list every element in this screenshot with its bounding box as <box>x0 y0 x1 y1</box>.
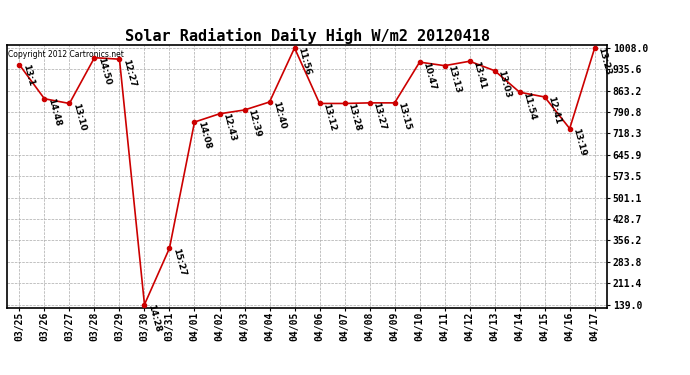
Text: 12:39: 12:39 <box>246 109 262 139</box>
Text: Copyright 2012 Cartronics.net: Copyright 2012 Cartronics.net <box>8 50 124 59</box>
Text: 13:41: 13:41 <box>471 60 487 90</box>
Text: 14:48: 14:48 <box>46 98 62 128</box>
Title: Solar Radiation Daily High W/m2 20120418: Solar Radiation Daily High W/m2 20120418 <box>125 28 489 44</box>
Text: 14:08: 14:08 <box>196 121 212 151</box>
Text: 13:1: 13:1 <box>21 63 35 87</box>
Text: 13:15: 13:15 <box>396 102 412 132</box>
Text: 13:28: 13:28 <box>346 102 362 132</box>
Text: 15:27: 15:27 <box>171 247 187 277</box>
Text: 11:56: 11:56 <box>296 46 312 76</box>
Text: 13:23: 13:23 <box>596 46 612 76</box>
Text: 12:40: 12:40 <box>271 100 287 130</box>
Text: 10:47: 10:47 <box>421 61 437 91</box>
Text: 12:41: 12:41 <box>546 96 562 126</box>
Text: 14:28: 14:28 <box>146 303 162 333</box>
Text: 13:03: 13:03 <box>496 69 512 99</box>
Text: 11:54: 11:54 <box>521 91 538 121</box>
Text: 12:27: 12:27 <box>121 58 137 88</box>
Text: 13:27: 13:27 <box>371 102 387 132</box>
Text: 14:50: 14:50 <box>96 56 112 86</box>
Text: 13:19: 13:19 <box>571 127 587 157</box>
Text: 12:43: 12:43 <box>221 112 237 142</box>
Text: 13:10: 13:10 <box>71 102 87 132</box>
Text: 13:13: 13:13 <box>446 64 462 94</box>
Text: 13:12: 13:12 <box>321 102 337 132</box>
